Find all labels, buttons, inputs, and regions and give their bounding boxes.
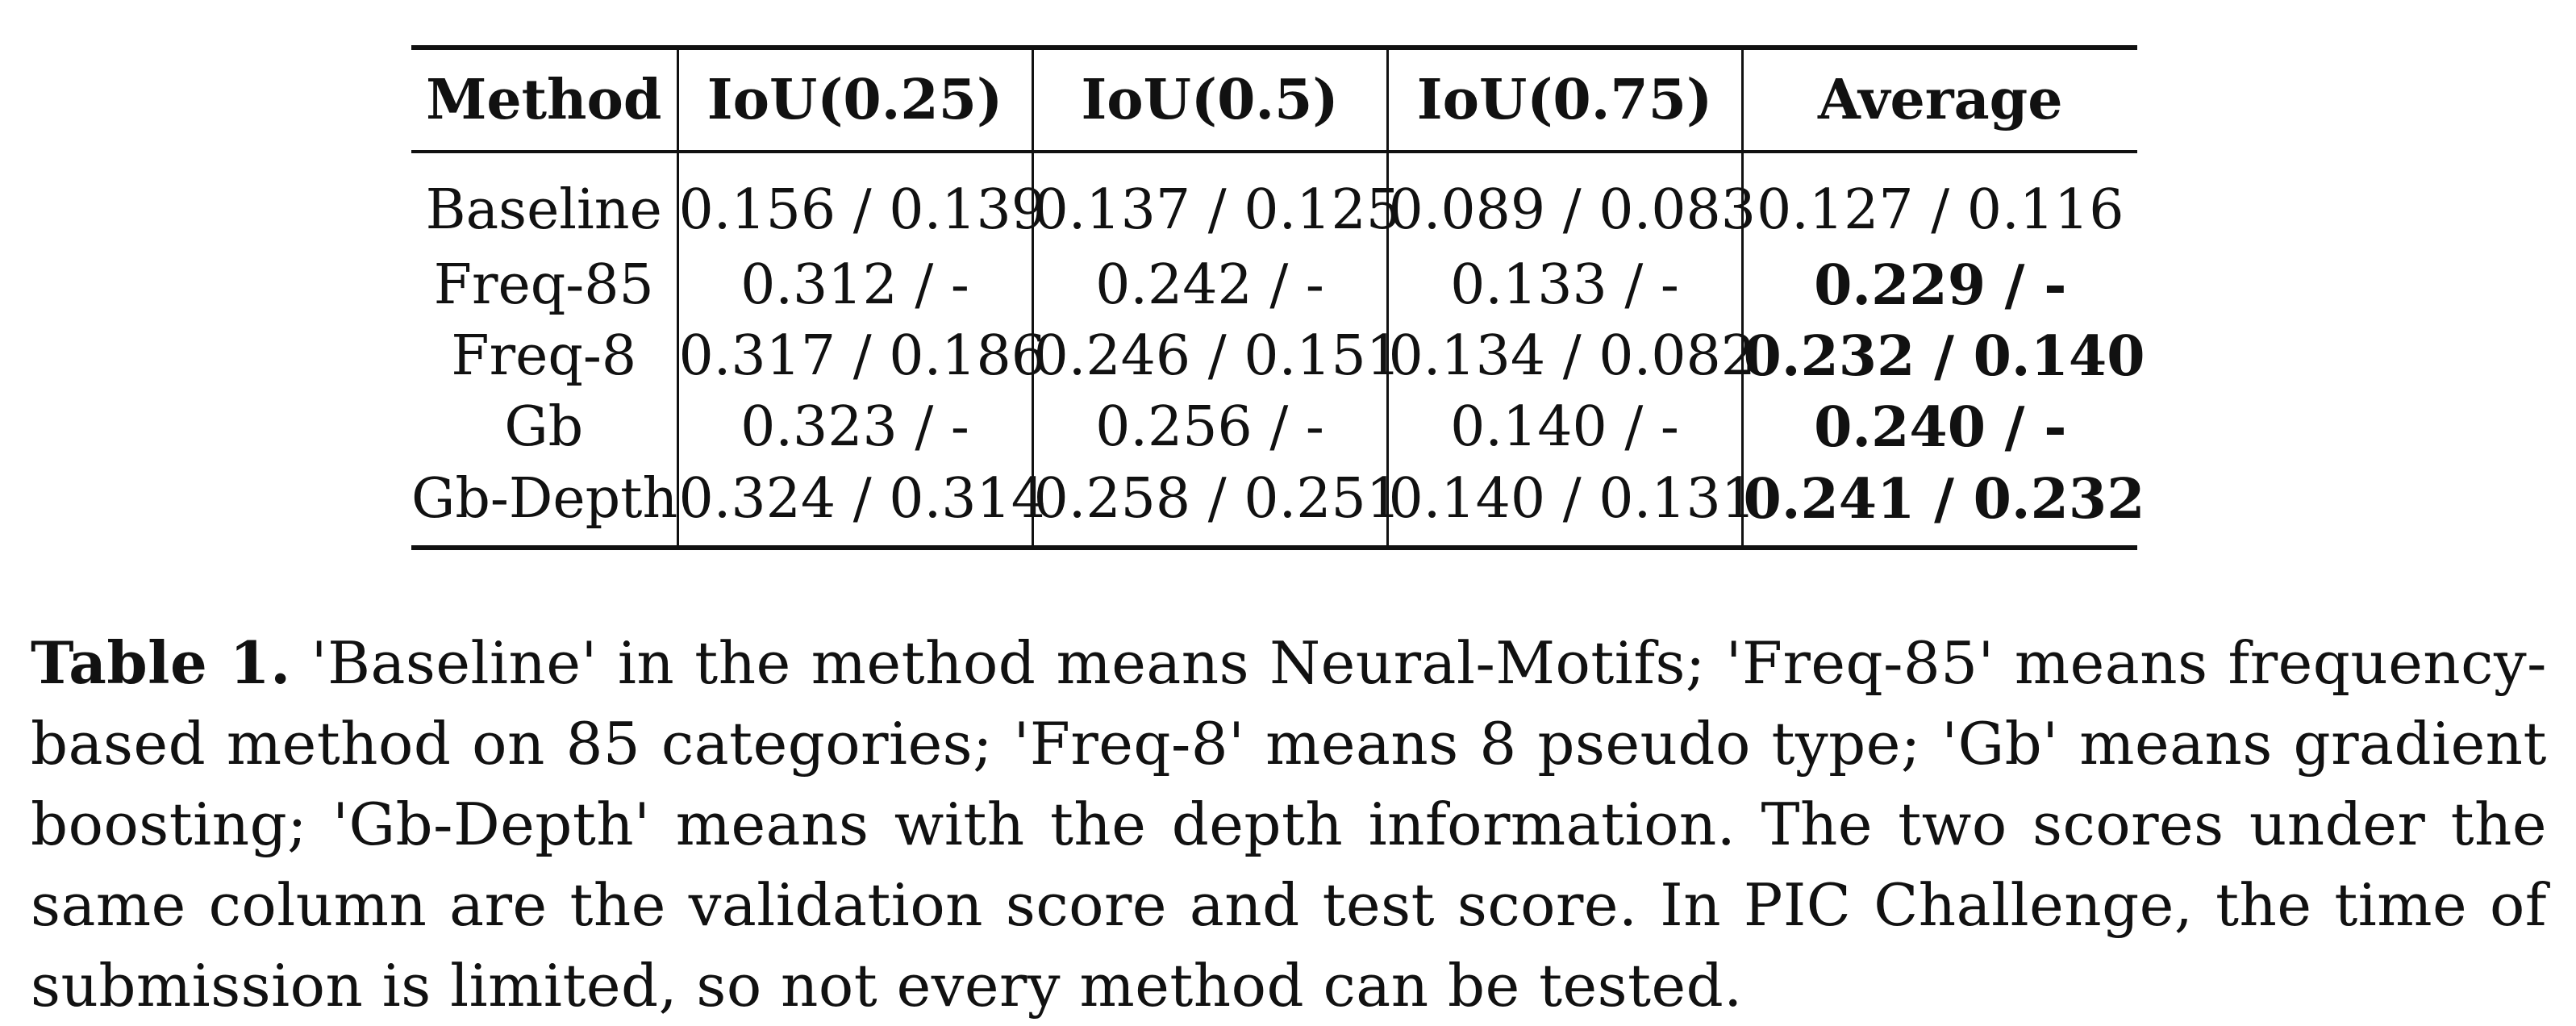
average-cell: 0.127 / 0.116 — [1740, 152, 2137, 250]
iou-025-cell: 0.317 / 0.186 — [676, 321, 1046, 392]
iou-05-cell: 0.137 / 0.125 — [1031, 152, 1401, 250]
average-cell: 0.241 / 0.232 — [1740, 463, 2145, 550]
iou-05-cell: 0.246 / 0.151 — [1031, 321, 1401, 392]
iou-025-cell: 0.324 / 0.314 — [676, 463, 1046, 550]
iou-025-cell: 0.312 / - — [676, 250, 1032, 321]
table-header-row: Method IoU(0.25) IoU(0.5) IoU(0.75) Aver… — [411, 45, 2137, 153]
caption-text: 'Baseline' in the method means Neural-Mo… — [31, 629, 2548, 1020]
header-iou-075: IoU(0.75) — [1386, 45, 1742, 153]
iou-075-cell: 0.133 / - — [1386, 250, 1742, 321]
iou-05-cell: 0.256 / - — [1031, 392, 1387, 463]
iou-075-cell: 0.134 / 0.082 — [1386, 321, 1756, 392]
iou-05-cell: 0.242 / - — [1031, 250, 1387, 321]
table-caption: Table 1. 'Baseline' in the method means … — [31, 623, 2547, 1026]
iou-05-cell: 0.258 / 0.251 — [1031, 463, 1401, 550]
iou-075-cell: 0.089 / 0.083 — [1386, 152, 1756, 250]
method-cell: Baseline — [425, 178, 662, 242]
header-average: Average — [1740, 45, 2137, 153]
average-cell: 0.232 / 0.140 — [1740, 321, 2145, 392]
table-row: Freq-8 0.317 / 0.186 0.246 / 0.151 0.134… — [411, 321, 2145, 392]
header-iou-05: IoU(0.5) — [1031, 45, 1387, 153]
header-iou-025: IoU(0.25) — [676, 45, 1032, 153]
table-row: Gb-Depth 0.324 / 0.314 0.258 / 0.251 0.1… — [411, 463, 2145, 550]
table-row: Gb 0.323 / - 0.256 / - 0.140 / - 0.240 /… — [411, 392, 2137, 463]
results-table-container: Method IoU(0.25) IoU(0.5) IoU(0.75) Aver… — [411, 45, 2145, 550]
method-cell: Freq-8 — [451, 324, 637, 388]
iou-025-cell: 0.323 / - — [676, 392, 1032, 463]
table-row: Baseline 0.156 / 0.139 0.137 / 0.125 0.0… — [411, 152, 2137, 250]
iou-075-cell: 0.140 / - — [1386, 392, 1742, 463]
method-cell: Freq-85 — [433, 253, 654, 317]
method-cell: Gb-Depth — [411, 463, 677, 550]
table-row: Freq-85 0.312 / - 0.242 / - 0.133 / - 0.… — [411, 250, 2137, 321]
average-cell: 0.229 / - — [1740, 250, 2137, 321]
iou-025-cell: 0.156 / 0.139 — [676, 152, 1046, 250]
results-table: Method IoU(0.25) IoU(0.5) IoU(0.75) Aver… — [411, 45, 2145, 550]
caption-label: Table 1. — [31, 628, 291, 697]
method-cell: Gb — [504, 395, 584, 459]
average-cell: 0.240 / - — [1740, 392, 2137, 463]
header-method: Method — [411, 45, 677, 153]
iou-075-cell: 0.140 / 0.131 — [1386, 463, 1756, 550]
